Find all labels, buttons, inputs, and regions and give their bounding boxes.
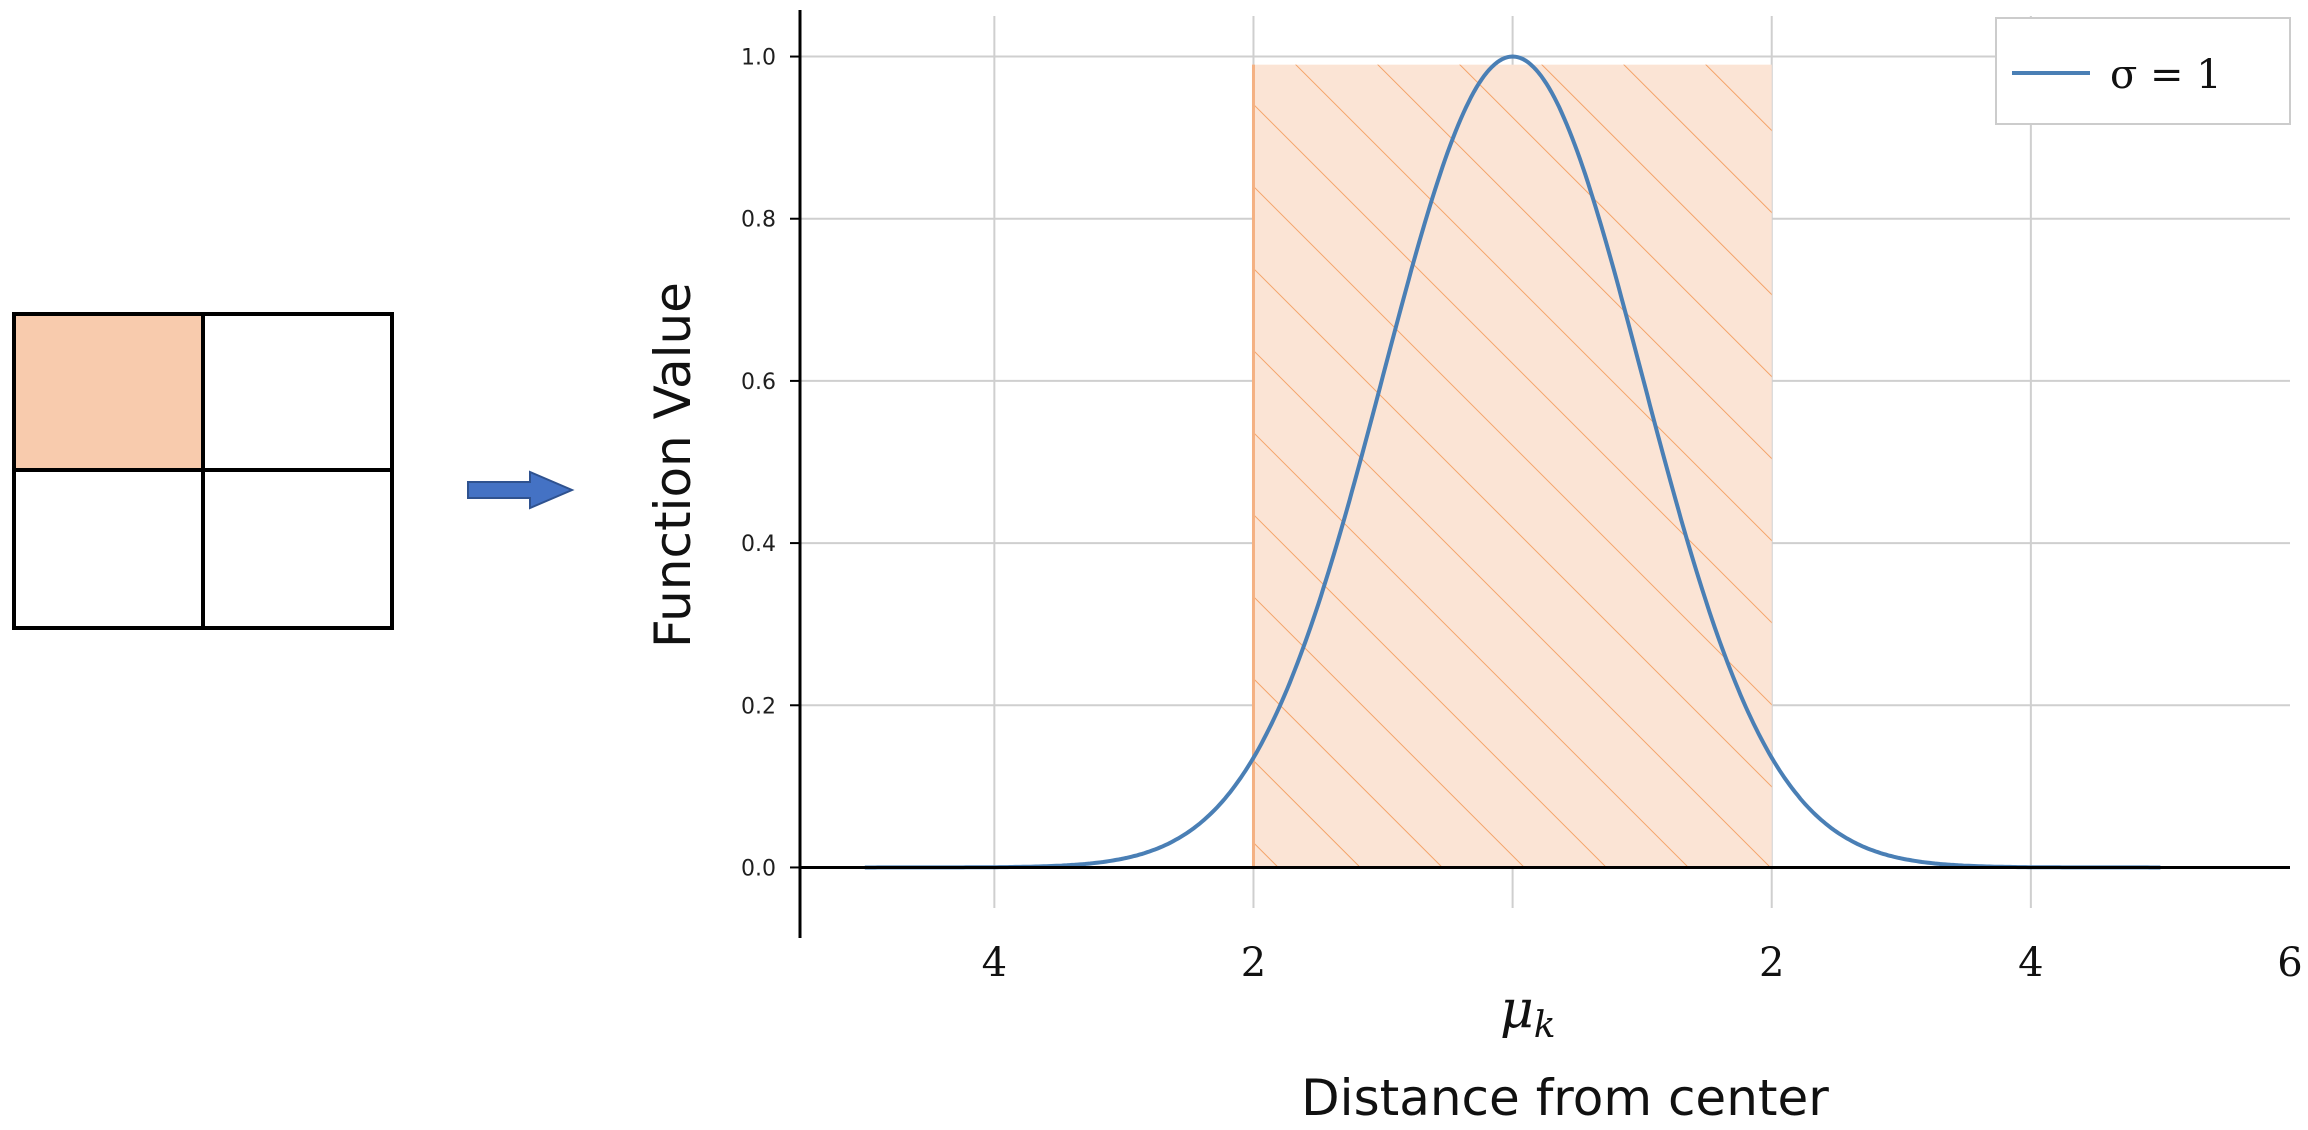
y-tick-label: 0.8 <box>741 208 776 233</box>
right-arrow-icon <box>467 470 575 510</box>
y-axis-title: Function Value <box>644 282 702 648</box>
series-layer <box>864 54 2161 870</box>
grid-cell-top-left <box>12 312 205 472</box>
x-tick-label: 6 <box>2277 940 2302 986</box>
y-tick-label: 0.6 <box>741 370 776 395</box>
x-tick-label: 4 <box>982 940 1007 986</box>
y-tick-label: 1.0 <box>741 46 776 71</box>
x-tick-label: 4 <box>2018 940 2043 986</box>
axes <box>790 10 2290 938</box>
y-tick-labels: 0.0 0.2 0.4 0.6 0.8 1.0 <box>741 46 776 882</box>
legend: σ = 1 <box>1995 17 2291 125</box>
y-tick-label: 0.2 <box>741 694 776 719</box>
legend-label: σ = 1 <box>2110 52 2222 98</box>
shaded-region-hatch <box>1253 64 1772 868</box>
series-line <box>864 54 2161 870</box>
x-tick-label: 2 <box>1759 940 1784 986</box>
grid-figure <box>12 312 394 630</box>
y-tick-label: 0.0 <box>741 856 776 881</box>
y-tick-label: 0.4 <box>741 532 776 557</box>
x-tick-label: 2 <box>1241 940 1266 986</box>
shaded-region <box>1251 64 1772 868</box>
grid-cell-bottom-right <box>201 468 394 630</box>
center-label: μk <box>1500 980 1556 1046</box>
x-tick-labels: 4 2 2 4 6 <box>982 940 2303 986</box>
x-axis-title: Distance from center <box>1301 1069 1829 1127</box>
